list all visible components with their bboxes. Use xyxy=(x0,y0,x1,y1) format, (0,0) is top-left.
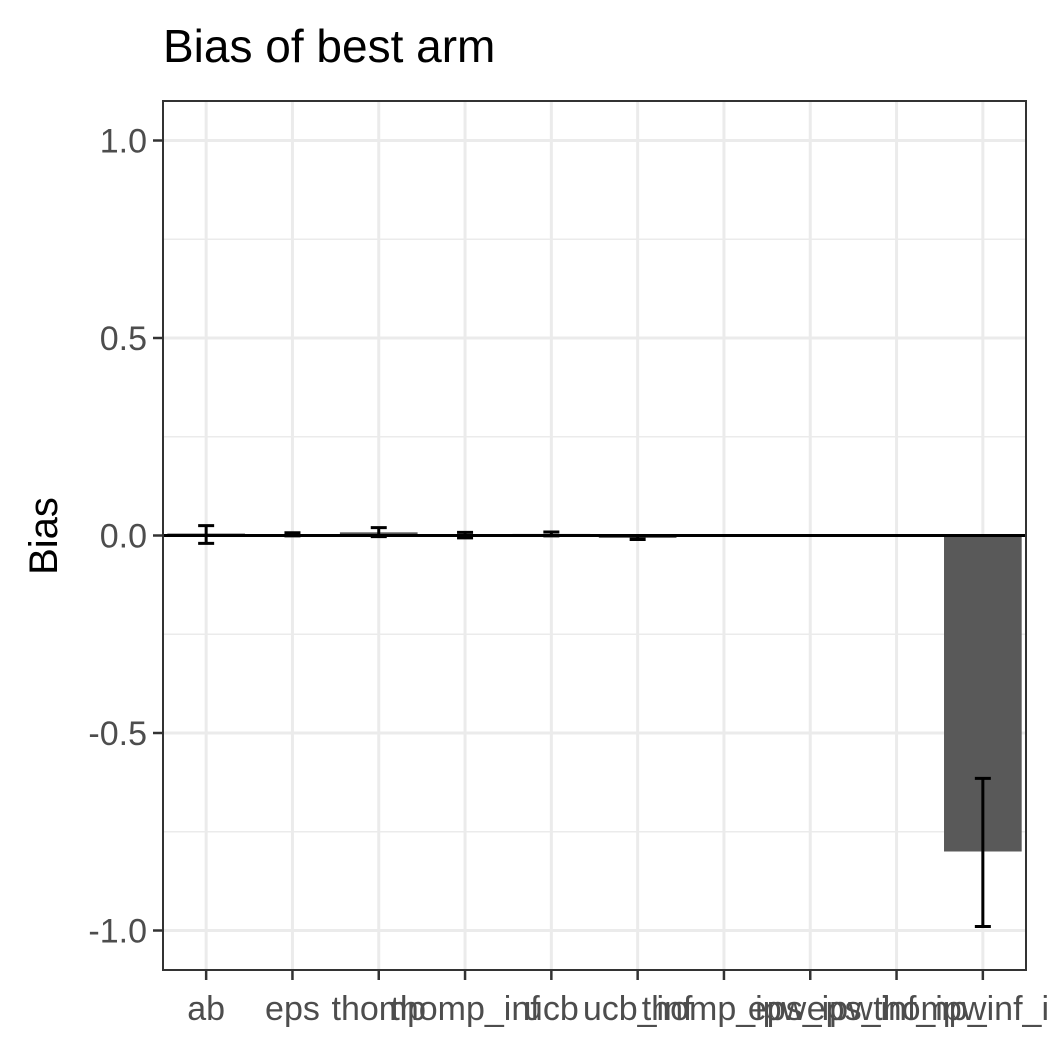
y-axis-title: Bias xyxy=(22,497,66,575)
x-tick-label: ucb xyxy=(524,990,579,1028)
x-tick-label: eps xyxy=(265,990,320,1028)
x-tick-label: thomp_inf xyxy=(390,990,540,1028)
y-tick-label: -0.5 xyxy=(88,715,147,753)
y-tick-label: -1.0 xyxy=(88,913,147,951)
x-tick-label: thomp_inf_ipw xyxy=(873,990,1050,1028)
y-tick-label: 0.5 xyxy=(100,320,147,358)
x-tick-label: ab xyxy=(187,990,225,1028)
chart-title: Bias of best arm xyxy=(163,20,495,72)
y-tick-label: 1.0 xyxy=(100,123,147,161)
y-tick-label: 0.0 xyxy=(100,518,147,556)
